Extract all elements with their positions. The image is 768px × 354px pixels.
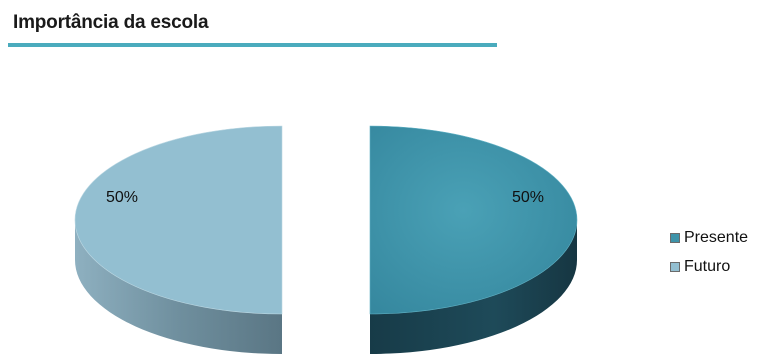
- pie-slice-futuro-side: [75, 220, 282, 354]
- legend-item-presente: Presente: [670, 223, 748, 252]
- pie-slice-presente-top: [369, 125, 578, 315]
- legend-label-presente: Presente: [684, 228, 749, 246]
- data-label-presente: 50%: [512, 189, 544, 206]
- data-label-futuro: 50%: [106, 189, 138, 206]
- legend-label-futuro: Futuro: [684, 257, 731, 275]
- pie-slice-futuro-top: [74, 125, 283, 315]
- pie-slice-futuro: [74, 125, 283, 354]
- legend: Presente Futuro: [670, 223, 748, 281]
- legend-swatch-futuro: [670, 261, 680, 272]
- chart-title: Importância da escola: [13, 12, 209, 33]
- title-underline: [8, 43, 497, 47]
- pie-slice-presente: [369, 125, 578, 354]
- legend-swatch-presente: [670, 232, 680, 243]
- pie-slice-presente-side: [370, 220, 577, 354]
- legend-item-futuro: Futuro: [670, 252, 748, 281]
